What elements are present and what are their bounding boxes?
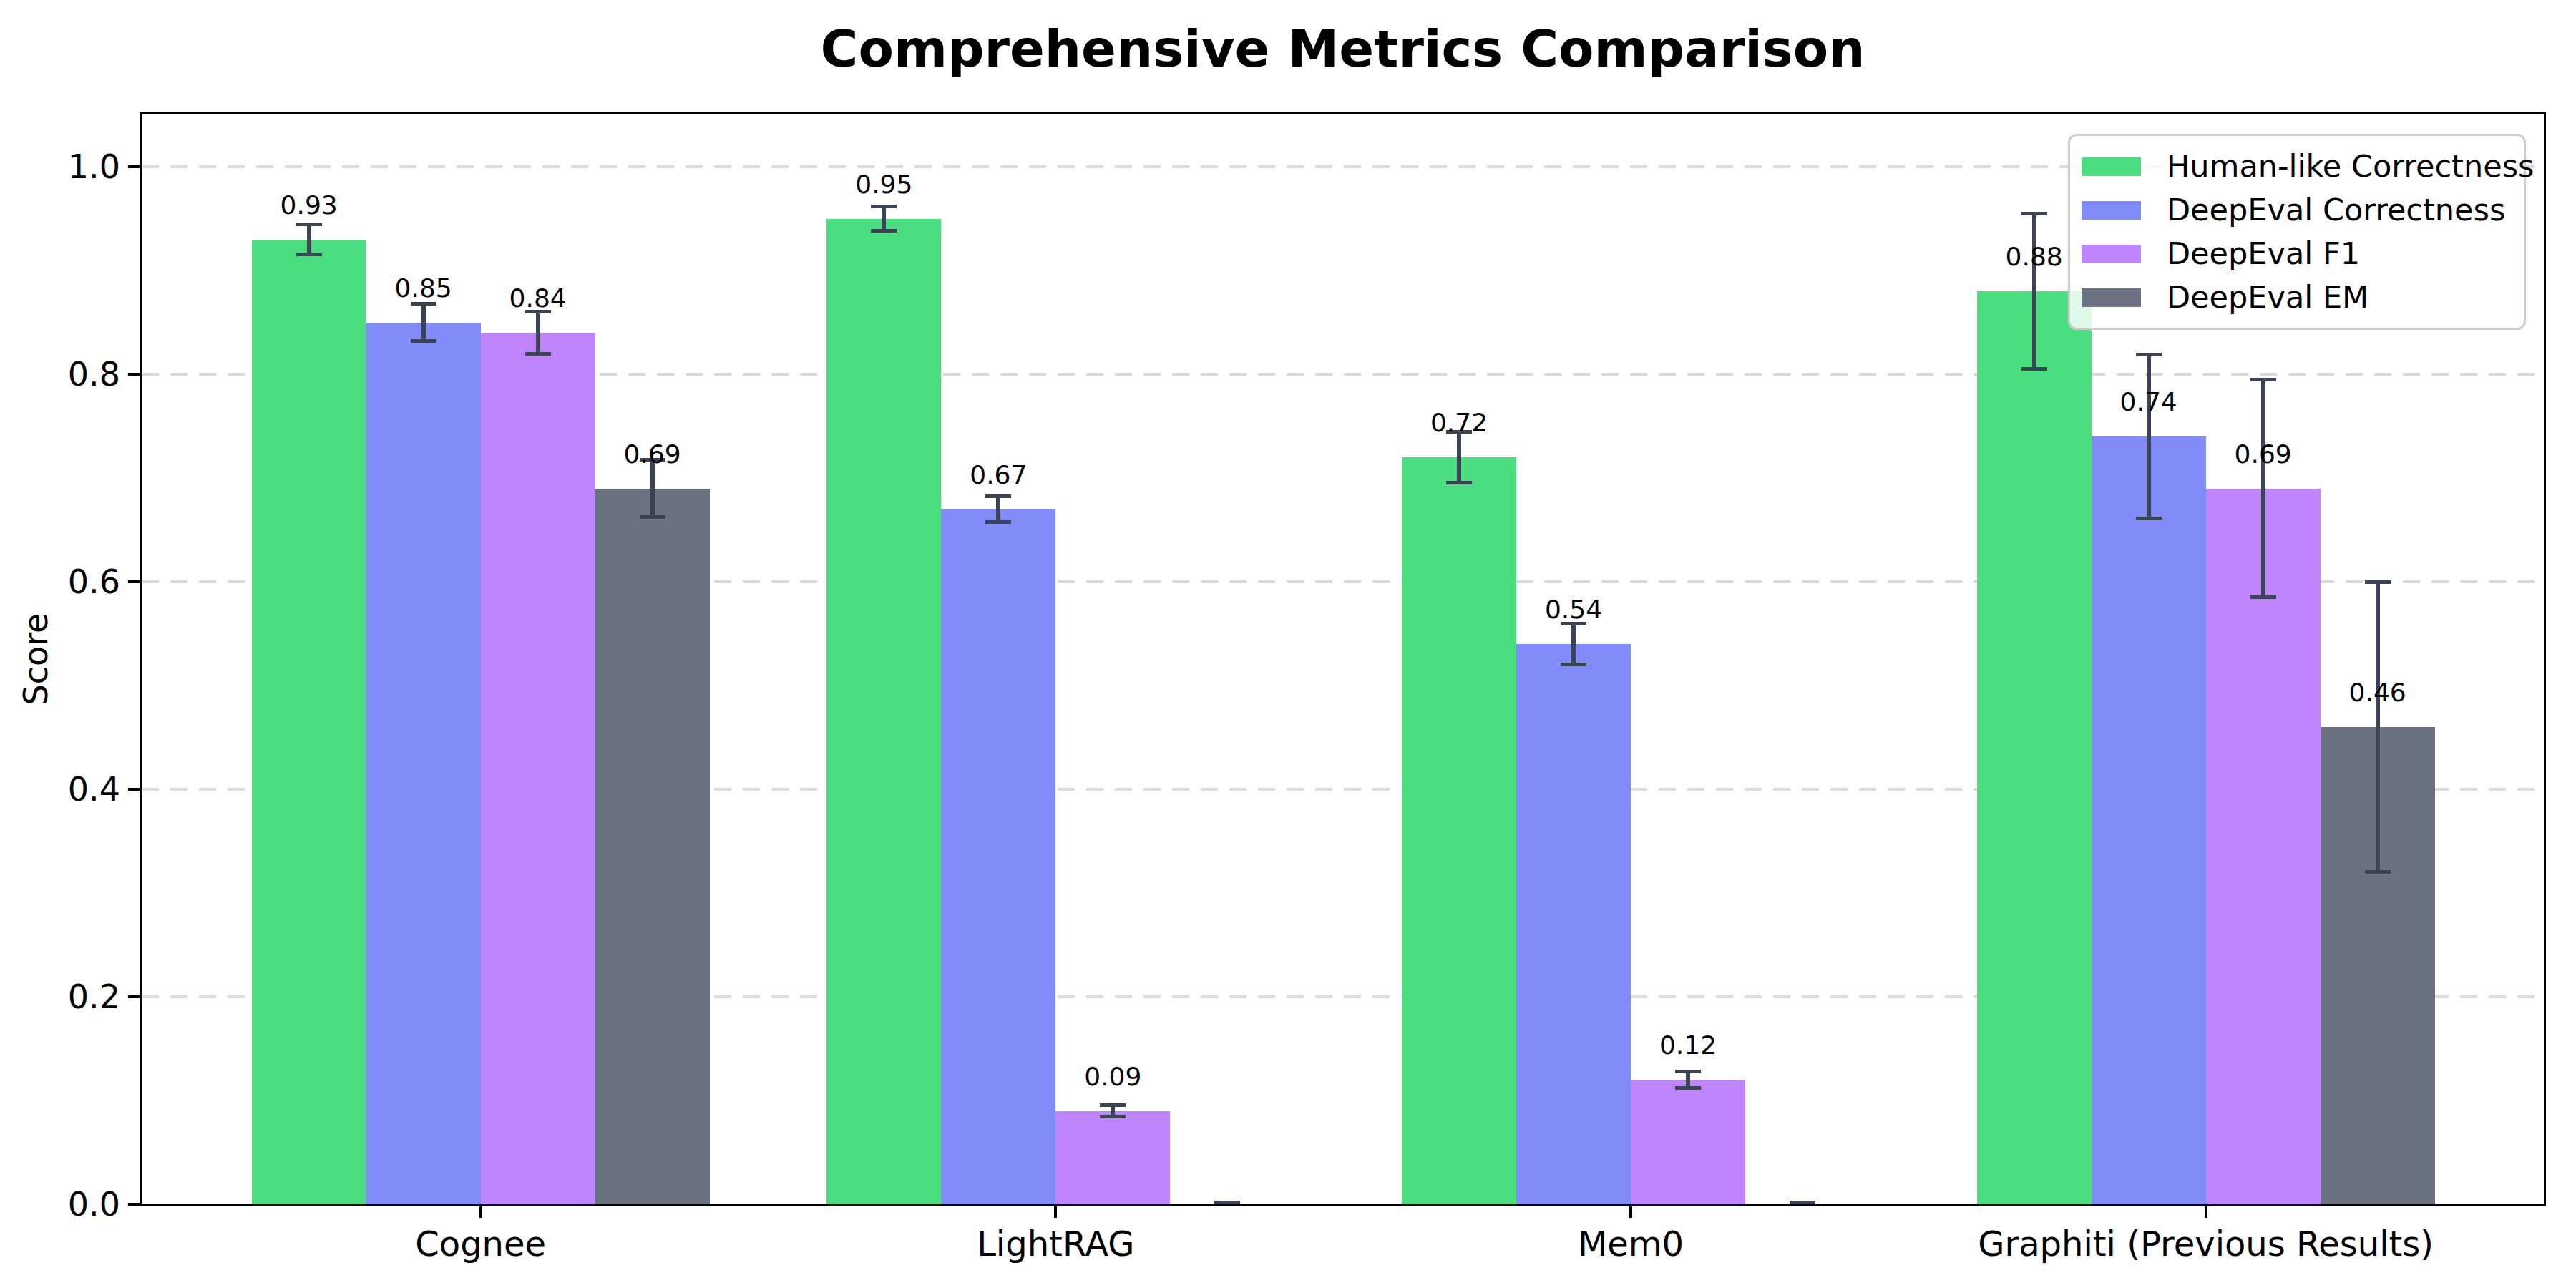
legend-item: DeepEval F1 [2082, 232, 2524, 275]
error-bar-line [882, 206, 886, 231]
y-tick-label: 0.2 [13, 978, 120, 1015]
error-bar-cap-top [2250, 378, 2276, 381]
x-tick-mark [2205, 1206, 2207, 1218]
bar-1-1 [252, 240, 366, 1205]
error-bar-cap-bottom [1790, 1202, 1815, 1206]
error-bar-cap-top [2365, 580, 2391, 584]
error-bar-cap-bottom [1675, 1086, 1701, 1090]
bar-2-1 [366, 323, 481, 1205]
y-tick-label: 1.0 [13, 148, 120, 185]
y-tick-mark [128, 1203, 140, 1206]
error-bar-cap-bottom [525, 352, 551, 356]
bar-value-label: 0.46 [2306, 678, 2449, 707]
error-bar-cap-bottom [2136, 517, 2162, 520]
error-bar-cap-top [2136, 353, 2162, 356]
x-tick-mark [1054, 1206, 1057, 1218]
legend-item: DeepEval Correctness [2082, 188, 2524, 232]
legend-swatch [2082, 201, 2141, 220]
error-bar-line [421, 303, 426, 341]
y-tick-mark [128, 580, 140, 583]
bar-2-2 [941, 509, 1055, 1205]
error-bar-cap-bottom [871, 229, 897, 233]
error-bar-line [2147, 354, 2151, 518]
y-tick-label: 0.8 [13, 356, 120, 393]
error-bar-cap-bottom [411, 339, 436, 343]
error-bar-line [2261, 379, 2265, 597]
x-tick-mark [479, 1206, 482, 1218]
error-bar-line [307, 224, 311, 255]
error-bar-cap-bottom [1446, 481, 1472, 484]
error-bar-cap-bottom [296, 253, 322, 256]
error-bar-cap-top [985, 494, 1011, 498]
y-tick-label: 0.0 [13, 1186, 120, 1223]
bar-1-3 [1402, 457, 1516, 1204]
error-bar-cap-top [2021, 212, 2047, 215]
bar-value-label: 0.74 [2077, 388, 2220, 416]
legend-item: DeepEval EM [2082, 275, 2524, 319]
bar-value-label: 0.69 [2192, 440, 2335, 469]
legend-item-label: DeepEval F1 [2167, 232, 2360, 275]
error-bar-cap-bottom [2021, 367, 2047, 371]
bar-value-label: 0.54 [1502, 595, 1645, 624]
chart-title: Comprehensive Metrics Comparison [142, 16, 2544, 82]
error-bar-line [1457, 431, 1461, 484]
y-tick-mark [128, 373, 140, 376]
figure: Comprehensive Metrics Comparison Score H… [0, 0, 2576, 1288]
error-bar-line [2032, 213, 2036, 369]
bar-value-label: 0.84 [467, 284, 610, 313]
error-bar-cap-bottom [2365, 870, 2391, 874]
error-bar-cap-top [1675, 1070, 1701, 1073]
legend-item-label: Human-like Correctness [2167, 145, 2534, 188]
bar-1-2 [826, 219, 941, 1205]
legend-swatch [2082, 157, 2141, 176]
legend-swatch [2082, 245, 2141, 263]
error-bar-line [1571, 623, 1576, 665]
error-bar-cap-bottom [1100, 1115, 1126, 1118]
y-tick-label: 0.4 [13, 771, 120, 808]
legend: Human-like CorrectnessDeepEval Correctne… [2068, 134, 2526, 330]
error-bar-cap-top [871, 205, 897, 208]
bar-3-1 [481, 333, 595, 1204]
bar-2-4 [2092, 436, 2206, 1204]
x-tick-label: Graphiti (Previous Results) [1848, 1222, 2564, 1265]
error-bar-cap-bottom [985, 520, 1011, 524]
legend-swatch [2082, 288, 2141, 307]
y-tick-mark [128, 788, 140, 791]
error-bar-cap-bottom [1214, 1202, 1240, 1206]
error-bar-cap-bottom [640, 515, 665, 519]
y-tick-mark [128, 995, 140, 998]
bar-1-4 [1977, 291, 2092, 1204]
bar-value-label: 0.95 [812, 170, 955, 199]
bar-4-1 [595, 489, 710, 1205]
error-bar-cap-top [296, 223, 322, 226]
legend-item: Human-like Correctness [2082, 145, 2524, 188]
error-bar-cap-top [1100, 1103, 1126, 1107]
bar-3-2 [1055, 1111, 1170, 1205]
bar-value-label: 0.72 [1387, 409, 1531, 437]
bar-value-label: 0.69 [581, 440, 724, 469]
bar-3-3 [1631, 1080, 1745, 1204]
bar-value-label: 0.67 [927, 461, 1070, 489]
error-bar-cap-bottom [2250, 595, 2276, 599]
error-bar-cap-top [411, 302, 436, 306]
bar-value-label: 0.09 [1041, 1063, 1184, 1091]
error-bar-line [536, 311, 540, 355]
bar-2-3 [1516, 644, 1631, 1204]
y-tick-label: 0.6 [13, 563, 120, 600]
error-bar-cap-bottom [1561, 663, 1586, 666]
bar-value-label: 0.12 [1616, 1031, 1760, 1060]
legend-item-label: DeepEval Correctness [2167, 188, 2505, 232]
error-bar-line [996, 496, 1000, 523]
bar-value-label: 0.93 [238, 191, 381, 220]
y-tick-mark [128, 165, 140, 168]
error-bar-line [2376, 582, 2380, 872]
legend-item-label: DeepEval EM [2167, 275, 2368, 319]
x-tick-mark [1629, 1206, 1632, 1218]
